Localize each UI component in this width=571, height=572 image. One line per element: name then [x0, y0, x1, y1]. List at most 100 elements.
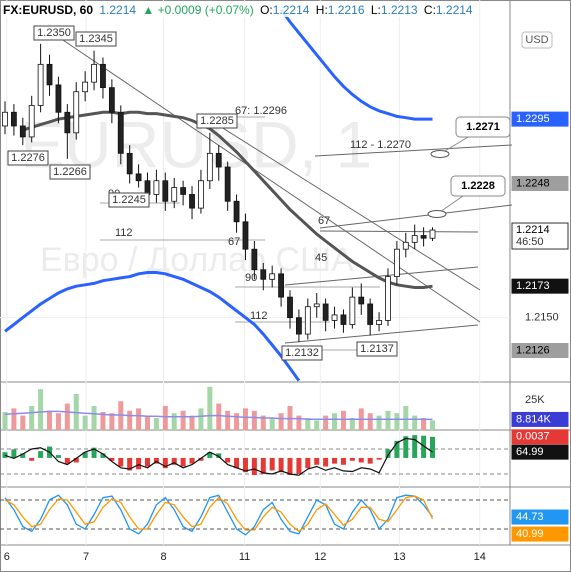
- histogram-bar: [225, 457, 231, 463]
- histogram-bar: [55, 455, 61, 458]
- histogram-bar: [323, 457, 329, 467]
- price-badge: [511, 429, 569, 445]
- candle-body: [64, 111, 71, 134]
- volume-bar: [20, 415, 26, 430]
- currency-button[interactable]: [521, 31, 553, 49]
- annotation-box: [7, 150, 49, 166]
- x-tick-label: 14: [474, 551, 486, 563]
- symbol: FX:EURUSD, 60: [3, 3, 94, 17]
- annotation: 67: [228, 236, 240, 248]
- candle-body: [100, 63, 106, 89]
- currency: USD: [525, 34, 548, 46]
- histogram-bar: [100, 453, 106, 458]
- annotation: 112: [250, 310, 268, 322]
- candle-body: [215, 152, 222, 168]
- candle-body: [162, 180, 169, 202]
- volume-ma: [4, 410, 433, 421]
- open: 1.2214: [272, 3, 310, 17]
- volume-bar: [55, 413, 61, 430]
- x-tick-label: 12: [314, 551, 326, 563]
- annotation: 1.2132: [285, 347, 319, 359]
- volume-bar: [207, 386, 213, 430]
- histogram-bar: [20, 453, 26, 458]
- histogram-bar: [29, 457, 35, 461]
- price-badge: [511, 444, 569, 460]
- candle-body: [322, 303, 329, 321]
- volume-bar: [109, 413, 115, 430]
- countdown: 46:50: [516, 236, 544, 248]
- candle-body: [10, 111, 17, 127]
- candle-body: [153, 180, 160, 195]
- annotation: 1.2137: [360, 343, 394, 355]
- histogram-bar: [296, 457, 302, 474]
- annotation: 1.2276: [11, 152, 45, 164]
- volume-bar: [314, 420, 320, 430]
- histogram-bar: [340, 457, 346, 465]
- badge-label: 64.99: [516, 446, 544, 458]
- histogram-bar: [109, 457, 115, 461]
- candle-body: [126, 152, 133, 175]
- annotation: 45: [315, 252, 327, 264]
- annotation: 1.2350: [37, 27, 71, 39]
- volume-bar: [82, 415, 88, 430]
- annotation-box: [196, 113, 238, 129]
- volume-bar: [251, 410, 257, 430]
- candle-body: [233, 200, 240, 223]
- histogram-bar: [73, 457, 79, 463]
- histogram-bar: [2, 452, 8, 458]
- histogram-bar: [260, 457, 266, 474]
- histogram-bar: [118, 457, 124, 467]
- volume-bar: [153, 418, 159, 430]
- candle-body: [411, 235, 418, 243]
- volume-bar: [430, 420, 436, 430]
- volume-bar: [29, 406, 35, 430]
- drawing-line: [284, 324, 479, 344]
- histogram-bar: [314, 457, 320, 465]
- volume-bar: [305, 418, 311, 430]
- volume-bar: [340, 410, 346, 430]
- histogram-bar: [127, 457, 133, 471]
- histogram-bar: [332, 457, 338, 464]
- volume-bar: [349, 418, 355, 430]
- histogram-bar: [198, 457, 204, 461]
- candle-body: [251, 248, 258, 271]
- annotation: 1.2285: [200, 115, 234, 127]
- candle-body: [367, 303, 374, 325]
- volume-bar: [260, 415, 266, 430]
- volume-bar: [38, 389, 44, 430]
- histogram-bar: [430, 436, 436, 458]
- indicator-line: [279, 8, 433, 121]
- candle-body: [304, 306, 311, 335]
- volume-bar: [269, 418, 275, 430]
- histogram-bar: [91, 447, 97, 458]
- badge-label: 1.2248: [516, 177, 550, 189]
- histogram-bar: [82, 452, 88, 458]
- candle-body: [331, 314, 338, 321]
- oscillator-line: [4, 437, 433, 476]
- annotation: 67: [318, 215, 330, 227]
- price-badge: [511, 175, 569, 191]
- annotation: 90: [245, 272, 257, 284]
- candle-body: [349, 296, 356, 325]
- callout-box: [450, 175, 506, 197]
- drawing-line: [209, 119, 481, 291]
- histogram-bar: [358, 457, 364, 463]
- badge-label: 8.814K: [516, 413, 552, 425]
- volume-bar: [127, 410, 133, 430]
- histogram-bar: [421, 435, 427, 458]
- volume-bar: [216, 403, 222, 430]
- candle-body: [135, 173, 142, 182]
- candle-body: [198, 180, 204, 209]
- drawing-line: [319, 204, 513, 229]
- candle-body: [376, 319, 382, 325]
- y-tick-label: 25K: [525, 394, 545, 406]
- candle-body: [287, 296, 293, 319]
- volume-bar: [47, 410, 53, 430]
- callout: 1.2271: [466, 121, 500, 133]
- high-label: H:: [315, 3, 328, 17]
- annotation: 1.2345: [79, 33, 113, 45]
- candle-body: [144, 180, 151, 195]
- histogram-bar: [403, 436, 409, 458]
- histogram-bar: [349, 457, 355, 461]
- price-badge: [511, 509, 569, 525]
